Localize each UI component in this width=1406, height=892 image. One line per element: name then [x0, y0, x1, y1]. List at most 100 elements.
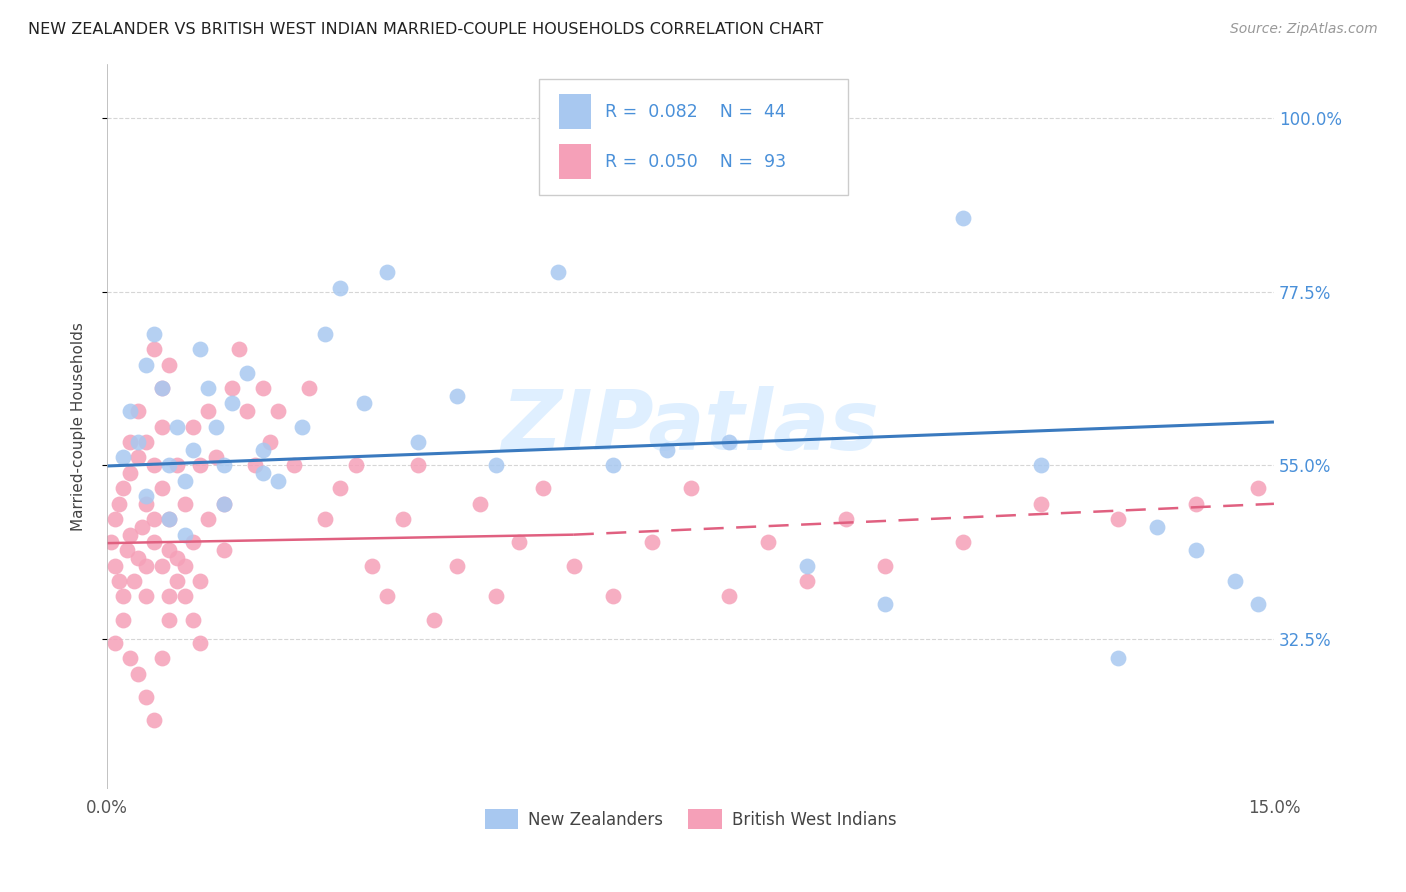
Point — [142, 535, 165, 549]
Point — [111, 590, 134, 604]
Point — [127, 666, 149, 681]
Point — [470, 497, 492, 511]
Point — [212, 458, 235, 473]
Text: R =  0.050    N =  93: R = 0.050 N = 93 — [606, 153, 786, 170]
Point — [329, 281, 352, 295]
Point — [406, 458, 429, 473]
Point — [1223, 574, 1246, 588]
Point — [485, 458, 508, 473]
Point — [173, 527, 195, 541]
Point — [104, 635, 127, 649]
Point — [150, 381, 173, 395]
Point — [1029, 458, 1052, 473]
Point — [873, 558, 896, 573]
Point — [375, 590, 398, 604]
Point — [1029, 497, 1052, 511]
Point — [157, 543, 180, 558]
Point — [344, 458, 367, 473]
Point — [100, 535, 122, 549]
Point — [221, 396, 243, 410]
Point — [142, 343, 165, 357]
Point — [157, 613, 180, 627]
Point — [406, 435, 429, 450]
Point — [127, 404, 149, 418]
Text: NEW ZEALANDER VS BRITISH WEST INDIAN MARRIED-COUPLE HOUSEHOLDS CORRELATION CHART: NEW ZEALANDER VS BRITISH WEST INDIAN MAR… — [28, 22, 824, 37]
Point — [562, 558, 585, 573]
Point — [107, 497, 129, 511]
Point — [1247, 481, 1270, 495]
Point — [166, 574, 188, 588]
Point — [166, 550, 188, 565]
Point — [142, 458, 165, 473]
Point — [796, 574, 818, 588]
Point — [107, 574, 129, 588]
Point — [212, 543, 235, 558]
Point — [531, 481, 554, 495]
Point — [190, 343, 212, 357]
Point — [173, 558, 195, 573]
Point — [115, 543, 138, 558]
Point — [236, 404, 259, 418]
Point — [205, 450, 228, 465]
Point — [952, 211, 974, 226]
Text: Source: ZipAtlas.com: Source: ZipAtlas.com — [1230, 22, 1378, 37]
Point — [228, 343, 250, 357]
Point — [679, 481, 702, 495]
Point — [135, 690, 157, 704]
Point — [446, 389, 468, 403]
Point — [166, 458, 188, 473]
Point — [197, 404, 219, 418]
Point — [267, 404, 290, 418]
Point — [283, 458, 305, 473]
Point — [252, 381, 274, 395]
Point — [166, 419, 188, 434]
Point — [135, 558, 157, 573]
FancyBboxPatch shape — [538, 78, 848, 194]
Point — [190, 574, 212, 588]
Legend: New Zealanders, British West Indians: New Zealanders, British West Indians — [478, 803, 903, 835]
Point — [111, 613, 134, 627]
Point — [602, 458, 624, 473]
Point — [423, 613, 446, 627]
Point — [391, 512, 413, 526]
Point — [259, 435, 281, 450]
Point — [120, 435, 142, 450]
Point — [120, 527, 142, 541]
Point — [267, 474, 290, 488]
Point — [181, 442, 204, 457]
Point — [190, 635, 212, 649]
Point — [197, 381, 219, 395]
Point — [135, 489, 157, 503]
Point — [212, 497, 235, 511]
Point — [796, 558, 818, 573]
Point — [142, 512, 165, 526]
Point — [298, 381, 321, 395]
Point — [485, 590, 508, 604]
Text: R =  0.082    N =  44: R = 0.082 N = 44 — [606, 103, 786, 120]
Point — [252, 442, 274, 457]
Point — [1107, 512, 1129, 526]
Point — [1185, 497, 1208, 511]
Point — [181, 535, 204, 549]
Point — [135, 435, 157, 450]
Point — [157, 590, 180, 604]
Point — [1146, 520, 1168, 534]
Point — [120, 404, 142, 418]
FancyBboxPatch shape — [558, 95, 592, 129]
Point — [150, 558, 173, 573]
Y-axis label: Married-couple Households: Married-couple Households — [72, 322, 86, 531]
Point — [1185, 543, 1208, 558]
Point — [252, 466, 274, 480]
Point — [1107, 651, 1129, 665]
Point — [120, 651, 142, 665]
Point — [135, 497, 157, 511]
Point — [150, 419, 173, 434]
Point — [135, 358, 157, 372]
Point — [446, 558, 468, 573]
Point — [124, 574, 146, 588]
Point — [157, 358, 180, 372]
Point — [150, 651, 173, 665]
Point — [602, 590, 624, 604]
Point — [221, 381, 243, 395]
Point — [127, 550, 149, 565]
